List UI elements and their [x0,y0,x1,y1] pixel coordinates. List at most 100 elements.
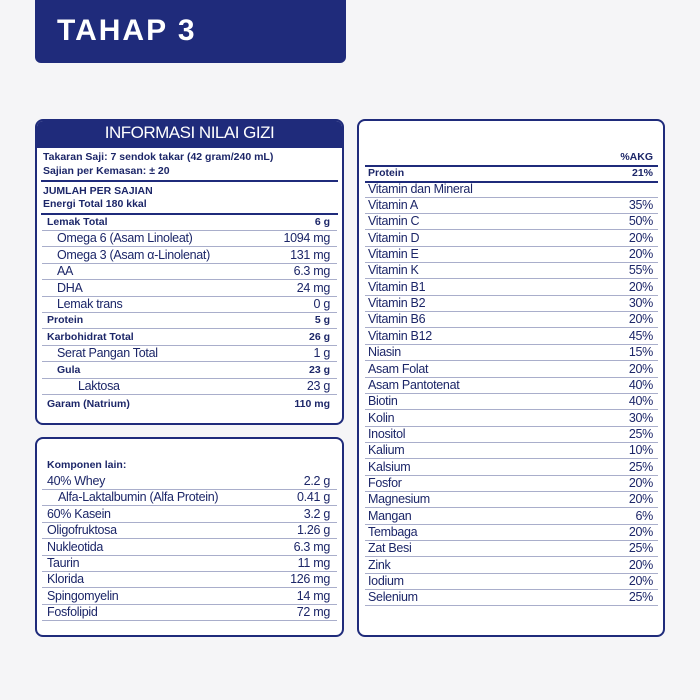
components-box [35,437,344,637]
akg-value: 50% [628,214,653,229]
rule [365,294,658,296]
rule [365,589,658,591]
rule [42,538,337,540]
akg-value: 40% [628,394,653,409]
serving-size: Takaran Saji: 7 sendok takar (42 gram/24… [43,151,274,163]
akg-name: Asam Folat [368,361,429,376]
rule [365,278,658,280]
rule [365,507,658,509]
rule [365,165,658,167]
akg-name: Vitamin K [368,263,419,278]
component-amount: 3.2 g [303,506,331,521]
akg-value: 21% [631,167,653,179]
akg-name: Fosfor [368,475,402,490]
component-name: Fosfolipid [47,605,98,620]
component-amount: 11 mg [297,556,331,570]
akg-name: Vitamin B12 [368,328,432,343]
rule [365,523,658,525]
akg-value: 40% [628,377,653,392]
rule [365,343,658,345]
component-amount: 126 mg [290,572,330,587]
akg-value: 25% [628,459,653,474]
akg-value: 20% [628,475,653,490]
akg-name: Vitamin E [368,247,419,262]
rule [365,540,658,541]
rule [365,392,658,394]
akg-value: 20% [628,492,653,507]
rule [42,361,337,363]
component-amount: 2.2 g [303,474,331,488]
akg-value: 20% [628,312,653,327]
rule [365,572,658,574]
nutrition-title: INFORMASI NILAI GIZI [104,123,275,142]
akg-name: Mangan [368,508,412,523]
nutrient-name: AA [57,264,74,279]
akg-name: Vitamin B6 [368,312,426,327]
akg-name: Kalium [368,443,405,458]
component-name: Klorida [47,572,84,587]
rule [42,377,337,379]
nutrient-amount: 6.3 mg [293,264,331,279]
rule [42,505,337,507]
rule [365,262,658,264]
nutrient-name: Karbohidrat Total [47,330,134,343]
component-amount: 0.41 g [297,490,330,505]
akg-value: 15% [628,345,653,360]
rule [42,295,337,297]
component-name: Alfa-Laktalbumin (Alfa Protein) [58,490,219,505]
nutrient-amount: 1094 mg [283,231,330,246]
rule [365,458,658,460]
rule [42,394,337,395]
nutrient-amount: 110 mg [294,398,330,410]
rule [42,554,337,556]
per-serving: JUMLAH PER SAJIAN [43,185,153,197]
akg-value: 45% [628,328,653,343]
rule [365,474,658,476]
rule [365,327,658,329]
akg-value: 20% [628,525,653,539]
akg-name: Vitamin C [368,214,420,229]
rule [42,262,337,264]
rule [42,344,337,346]
rule [42,312,337,313]
akg-value: 35% [628,198,653,212]
akg-header: %AKG [620,151,653,163]
nutrient-amount: 6 g [314,216,330,228]
akg-name: Magnesium [368,492,430,507]
nutrient-amount: 1 g [313,346,331,361]
header-bar [35,0,346,63]
rule [42,521,337,523]
nutrient-amount: 131 mg [290,247,330,262]
component-name: Nukleotida [47,539,104,554]
akg-value: 10% [628,443,653,458]
rule [365,245,658,247]
rule [365,229,658,231]
rule [365,490,658,492]
akg-name: Selenium [368,590,418,605]
rule [365,360,658,362]
component-amount: 1.26 g [297,523,330,538]
energy: Energi Total 180 kkal [43,198,147,210]
components-title: Komponen lain: [47,459,127,471]
akg-name: Zat Besi [368,541,412,556]
nutrient-name: Serat Pangan Total [57,346,158,361]
akg-value: 20% [628,574,653,589]
rule [42,571,337,572]
akg-name: Vitamin D [368,230,420,245]
rule [42,489,337,490]
component-name: Oligofruktosa [47,523,117,538]
rule [42,328,337,330]
akg-value: 20% [628,247,653,262]
rule [365,197,658,198]
akg-value: 30% [628,296,653,311]
component-name: Taurin [47,556,80,570]
nutrient-name: Garam (Natrium) [47,398,130,410]
akg-value: 55% [628,263,653,278]
akg-value: 25% [628,541,653,556]
akg-name: Asam Pantotenat [368,377,460,392]
component-amount: 14 mg [296,588,331,603]
rule [365,441,658,443]
rule [365,409,658,411]
nutrient-name: Omega 6 (Asam Linoleat) [57,231,193,246]
rule [42,603,337,605]
